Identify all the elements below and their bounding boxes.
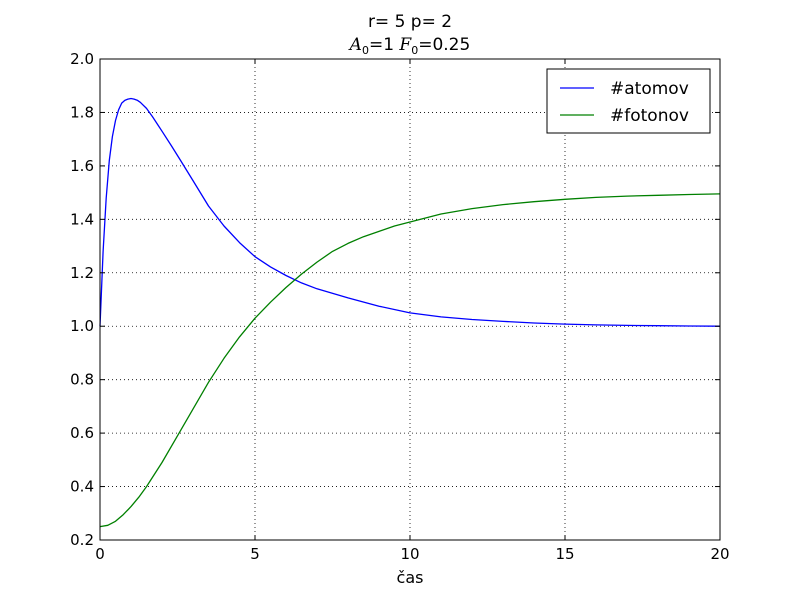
y-tick-labels: 0.2 0.4 0.6 0.8 1.0 1.2 1.4 1.6 1.8 2.0: [70, 50, 94, 549]
y-tick-label: 1.8: [70, 103, 94, 121]
chart-title: r= 5 p= 2: [368, 12, 452, 32]
subtitle-f-value: =0.25: [418, 35, 470, 55]
y-tick-label: 0.6: [70, 424, 94, 442]
subtitle-f-symbol: F: [398, 35, 412, 55]
legend-label-atomov: #atomov: [610, 79, 689, 99]
ticks: [99, 58, 721, 541]
legend: #atomov #fotonov: [546, 68, 711, 134]
y-tick-label: 0.8: [70, 371, 94, 389]
y-tick-label: 1.2: [70, 264, 94, 282]
x-tick-label: 10: [400, 545, 419, 563]
y-tick-label: 2.0: [70, 50, 94, 68]
y-tick-label: 1.4: [70, 210, 94, 228]
y-tick-label: 1.0: [70, 317, 94, 335]
x-tick-labels: 0 5 10 15 20: [95, 545, 729, 563]
x-axis-label: čas: [397, 568, 424, 587]
series-layer: [99, 97, 721, 528]
subtitle-a-value: =1: [369, 35, 399, 55]
x-tick-label: 20: [710, 545, 729, 563]
x-tick-label: 5: [250, 545, 260, 563]
series-line-atomov: [99, 97, 721, 327]
chart-subtitle: A0=1 F0=0.25: [348, 35, 471, 57]
x-tick-label: 15: [555, 545, 574, 563]
y-tick-label: 0.2: [70, 531, 94, 549]
legend-box: [546, 68, 711, 134]
subtitle-a-symbol: A: [348, 35, 362, 55]
y-tick-label: 0.4: [70, 478, 94, 496]
series-line-fotonov: [99, 193, 721, 528]
x-tick-label: 0: [95, 545, 105, 563]
legend-label-fotonov: #fotonov: [610, 106, 689, 126]
subtitle-a-subscript: 0: [362, 44, 369, 57]
y-tick-label: 1.6: [70, 157, 94, 175]
subtitle-f-subscript: 0: [411, 44, 418, 57]
